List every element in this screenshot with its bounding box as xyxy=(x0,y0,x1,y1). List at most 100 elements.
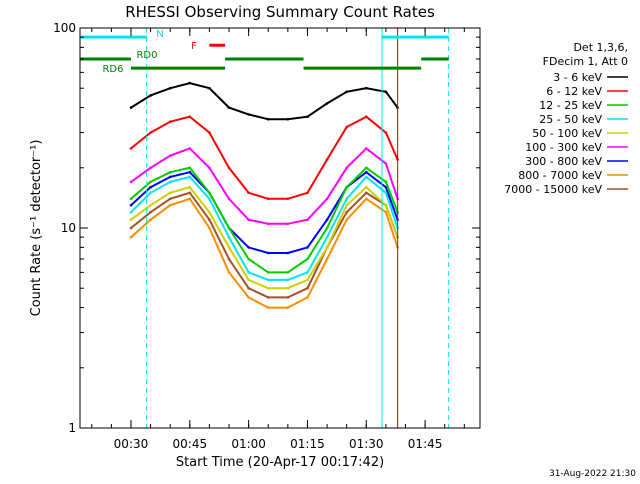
series-3-point xyxy=(365,166,368,170)
series-1-point xyxy=(325,102,329,105)
series-2-point xyxy=(208,131,211,134)
y-tick-label: 10 xyxy=(61,221,76,235)
series-2-point xyxy=(188,115,192,118)
series-7-point xyxy=(149,185,152,189)
series-1-point xyxy=(227,106,231,109)
series-9-point xyxy=(188,191,192,195)
series-7-point xyxy=(266,251,270,255)
legend-entry-label: 100 - 300 keV xyxy=(525,141,602,154)
series-6-point xyxy=(129,180,133,184)
series-3-point xyxy=(325,226,329,230)
series-3-point xyxy=(266,271,270,274)
series-1-point xyxy=(208,86,211,90)
series-8-point xyxy=(306,296,309,299)
series-8-point xyxy=(384,210,388,214)
series-9-point xyxy=(365,191,368,195)
series-8-point xyxy=(286,306,290,309)
series-6-point xyxy=(227,197,231,201)
series-5-point xyxy=(325,246,329,249)
x-tick-label: 01:45 xyxy=(408,437,443,451)
series-1-point xyxy=(168,86,172,90)
x-tick-label: 00:30 xyxy=(114,437,149,451)
series-5-point xyxy=(149,203,152,207)
series-2-point xyxy=(129,147,133,150)
x-tick-label: 01:00 xyxy=(231,437,266,451)
y-axis-label: Count Rate (s⁻¹ detector⁻¹) xyxy=(29,140,44,317)
series-2-point xyxy=(384,131,388,134)
series-4-point xyxy=(208,197,211,201)
series-8-point xyxy=(208,226,211,230)
series-5-point xyxy=(286,286,290,290)
series-1-point xyxy=(306,115,309,118)
x-tick-label: 00:45 xyxy=(173,437,208,451)
legend-entry-label: 50 - 100 keV xyxy=(532,127,602,140)
series-3-point xyxy=(149,180,152,184)
series-1-point xyxy=(266,117,270,121)
series-9-point xyxy=(149,210,152,214)
series-2-point xyxy=(149,131,152,134)
series-4-point xyxy=(227,235,231,239)
series-2-point xyxy=(266,197,270,201)
series-8-point xyxy=(129,235,133,239)
legend-entry-label: 7000 - 15000 keV xyxy=(504,183,602,196)
series-6-point xyxy=(247,218,250,221)
series-2-point xyxy=(306,191,309,195)
series-8-point xyxy=(247,296,250,299)
series-4-point xyxy=(306,271,309,274)
series-7-point xyxy=(325,218,329,221)
state-bar-label: F xyxy=(191,41,197,52)
legend-entry-label: 12 - 25 keV xyxy=(539,99,602,112)
series-3-point xyxy=(384,180,388,184)
series-1-point xyxy=(345,90,349,94)
series-5-point xyxy=(208,210,211,214)
series-1-point xyxy=(129,106,133,109)
series-8-point xyxy=(188,197,192,201)
y-tick-label: 1 xyxy=(68,421,76,435)
axes: 00:30 00:45 01:00 01:15 01:30 01:45 1 10 100 xyxy=(53,21,480,451)
series-2-point xyxy=(345,125,349,129)
series-5-point xyxy=(345,203,349,207)
series-6-point xyxy=(149,166,152,170)
state-bar-label: RD6 xyxy=(102,64,123,75)
x-axis-label: Start Time (20-Apr-17 00:17:42) xyxy=(176,455,384,470)
series-5-point xyxy=(306,278,309,282)
series-9-point xyxy=(168,197,172,201)
series-5-point xyxy=(168,191,172,195)
series-2-point xyxy=(365,115,368,118)
series-5-point xyxy=(266,286,270,290)
series-1-point xyxy=(384,90,388,94)
series-6-point xyxy=(208,166,211,170)
series-8-point xyxy=(227,271,231,274)
series-7-point xyxy=(247,246,250,249)
series-2-point xyxy=(168,120,172,123)
series-6-point xyxy=(325,197,329,201)
legend-header-line: FDecim 1, Att 0 xyxy=(543,55,628,68)
series-7-point xyxy=(168,175,172,179)
series-4-point xyxy=(384,191,388,195)
series-7-point xyxy=(188,170,192,174)
series-1-point xyxy=(286,117,290,121)
legend-entry-label: 300 - 800 keV xyxy=(525,155,602,168)
series-3-point xyxy=(168,170,172,174)
series-6-point xyxy=(286,222,290,226)
series-7-point xyxy=(365,170,368,174)
legend-entry-label: 25 - 50 keV xyxy=(539,113,602,126)
series-6-point xyxy=(306,218,309,221)
series-9-point xyxy=(227,257,231,261)
series-5-point xyxy=(247,278,250,282)
y-tick-label: 100 xyxy=(53,21,76,35)
series-6-point xyxy=(365,147,368,150)
series-3-point xyxy=(208,191,211,195)
series-8-point xyxy=(325,257,329,261)
series-6-point xyxy=(266,222,270,226)
series-4-point xyxy=(149,191,152,195)
series-8-point xyxy=(365,197,368,201)
plot-area: N F RD0 RD6 xyxy=(79,28,450,428)
series-3-point xyxy=(345,185,349,189)
series-1-point xyxy=(149,94,152,97)
series-4-point xyxy=(266,278,270,282)
series-3-point xyxy=(286,271,290,274)
series-7-point xyxy=(129,203,133,207)
series-3-point xyxy=(227,226,231,230)
